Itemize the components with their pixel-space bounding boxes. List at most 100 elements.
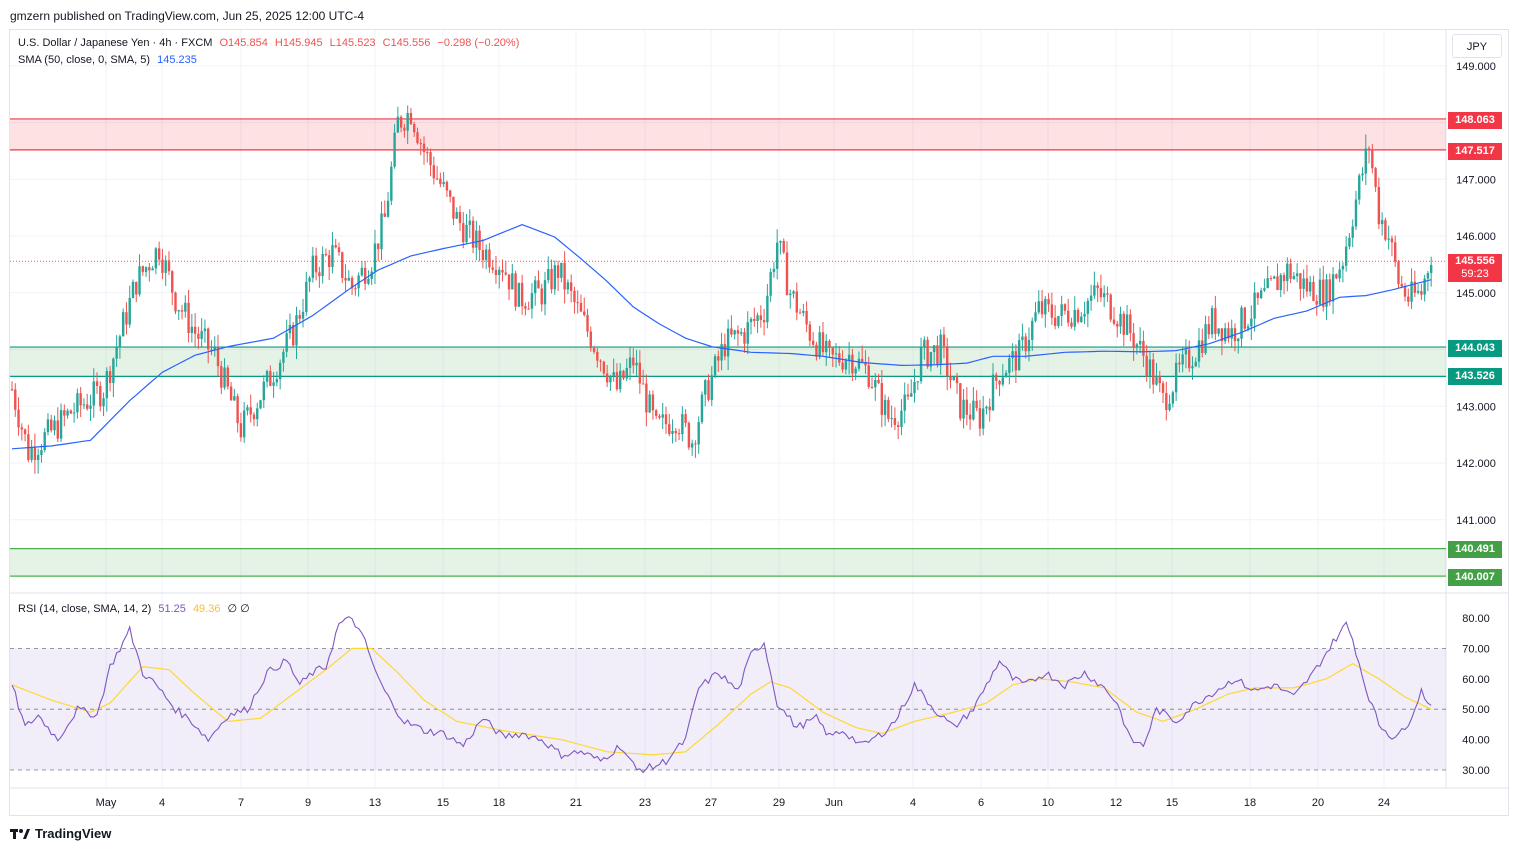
tradingview-logo[interactable]: TradingView [10,826,111,841]
candle-body [861,358,864,363]
candle-body [1240,307,1243,339]
candle-body [671,430,674,435]
candle-body [991,374,995,411]
candle-body [1253,292,1256,319]
candle-body [589,331,592,349]
candle-body [409,112,413,124]
candle-body [468,220,471,225]
rsi-line [11,616,1432,774]
candle-body [569,282,573,291]
candle-body [713,356,717,376]
candle-body [452,196,455,219]
candle-body [1263,288,1266,291]
candle-body [1282,275,1286,282]
candle-body [831,347,834,355]
candle-body [641,383,645,385]
time-tick-label: 18 [1244,797,1256,809]
candle-body [1050,304,1054,318]
candle-body [1371,149,1374,169]
candle-body [1178,362,1181,365]
candle-body [1400,283,1403,287]
candle-body [877,379,880,384]
candle-body [1220,328,1224,342]
candle-body [488,249,491,268]
candle-body [53,420,56,431]
candle-body [1067,310,1070,323]
candle-body [753,318,756,321]
candle-body [112,358,115,384]
candle-body [798,312,802,314]
candle-body [1390,238,1394,243]
candle-body [583,311,586,315]
candle-body [1305,278,1309,292]
candle-body [43,432,46,451]
candle-body [651,394,655,411]
candle-body [736,330,740,334]
candle-body [373,243,377,272]
sma-legend: SMA (50, close, 0, SMA, 5) 145.235 [18,54,201,66]
candle-body [210,349,213,351]
candle-body [795,291,798,313]
sma-line [11,224,1432,450]
time-tick-label: 27 [705,797,717,809]
candle-body [661,414,664,418]
candle-body [1053,317,1057,326]
candle-body [1204,324,1207,354]
candle-body [1168,403,1171,410]
candle-body [978,408,982,429]
candle-body [684,414,687,423]
candle-body [233,396,236,401]
candle-body [33,446,37,461]
candle-body [1210,308,1214,335]
candle-body [239,423,243,438]
candle-body [357,275,360,289]
candle-body [560,262,563,278]
candle-body [540,288,543,305]
candle-body [131,281,135,298]
symbol-name: U.S. Dollar / Japanese Yen · 4h · FXCM [18,37,213,49]
rsi-ma-line [11,647,1432,756]
candle-body [946,346,949,377]
candle-body [609,375,612,383]
candle-body [726,328,730,357]
candle-body [1364,148,1367,174]
candle-body [161,259,164,273]
time-tick-label: 21 [570,797,582,809]
candle-body [475,230,478,248]
candle-body [1112,319,1116,324]
candle-body [1044,298,1047,315]
support-zone [10,548,1446,577]
candle-body [910,393,913,397]
currency-button[interactable]: JPY [1452,34,1502,58]
candle-body [1106,293,1109,295]
candle-body [1089,295,1093,301]
candle-body [867,365,870,387]
candle-body [1315,301,1318,305]
rsi-tick-label: 70.00 [1462,643,1490,655]
candle-body [1361,173,1364,176]
candle-body [193,326,197,334]
candle-body [962,399,965,419]
candle-body [543,280,547,305]
candle-body [805,310,808,325]
candle-body [1344,246,1348,266]
candle-body [563,262,566,290]
candle-body [1138,340,1142,345]
candle-body [1109,294,1112,320]
time-tick-label: 20 [1312,797,1324,809]
support2-bottom-badge: 140.007 [1448,569,1502,586]
candle-body [82,404,86,406]
rsi-ma-value: 49.36 [192,603,221,615]
candle-body [1289,263,1292,279]
time-tick-label: 13 [369,797,381,809]
candle-body [1145,355,1148,376]
candle-body [1197,340,1201,362]
candle-body [1184,349,1188,355]
candle-body [399,116,403,128]
candle-body [841,362,844,370]
candle-body [968,414,972,420]
candle-body [700,394,704,423]
candle-body [1086,300,1090,314]
candle-body [818,332,821,357]
